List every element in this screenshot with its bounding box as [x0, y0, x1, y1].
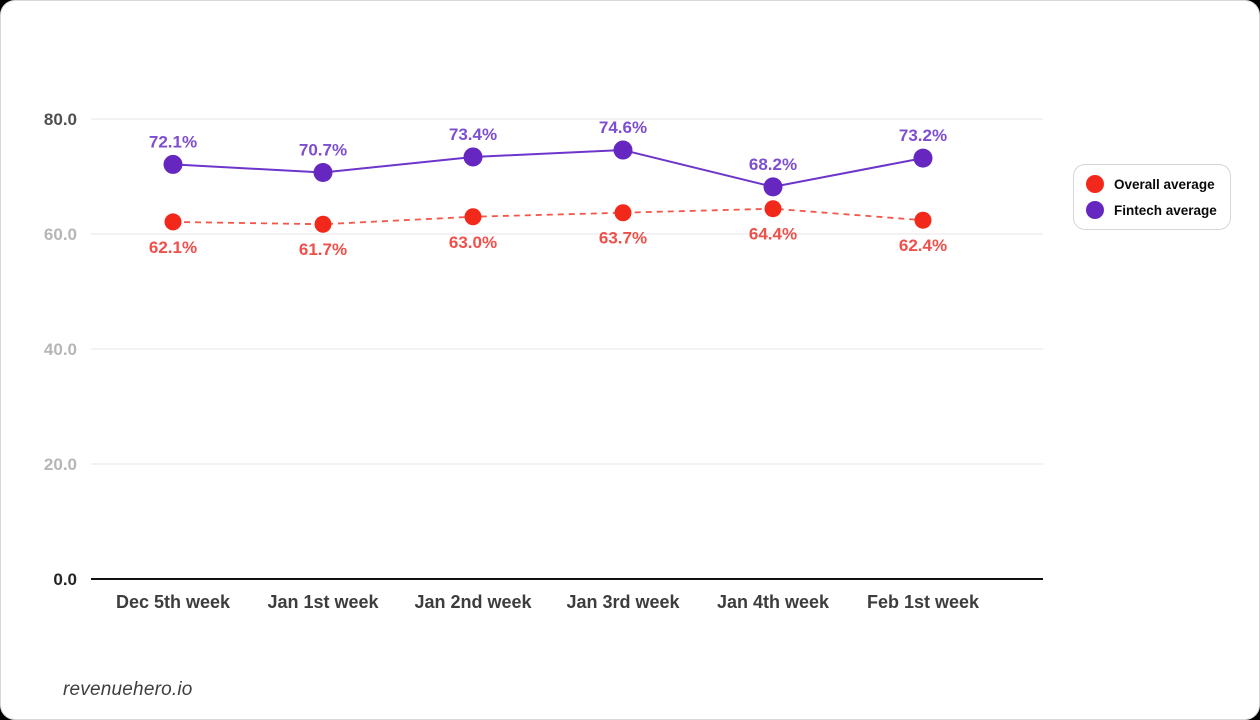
data-label-fintech-average: 68.2% [749, 155, 797, 174]
data-label-overall-average: 61.7% [299, 240, 347, 259]
data-label-fintech-average: 72.1% [149, 132, 197, 151]
data-point-overall-average [464, 208, 482, 226]
data-label-overall-average: 64.4% [749, 225, 797, 244]
data-point-fintech-average [763, 177, 783, 197]
data-label-fintech-average: 70.7% [299, 140, 347, 159]
legend-dot-overall-average-icon [1086, 175, 1104, 193]
data-label-overall-average: 62.4% [899, 236, 947, 255]
brand-watermark: revenuehero.io [63, 679, 193, 700]
data-point-overall-average [914, 211, 932, 229]
data-label-overall-average: 63.7% [599, 229, 647, 248]
data-point-overall-average [614, 204, 632, 222]
data-label-fintech-average: 73.2% [899, 126, 947, 145]
y-tick-label: 40.0 [44, 340, 77, 359]
series-line-fintech-average [172, 149, 924, 188]
data-point-fintech-average [163, 154, 183, 174]
data-point-fintech-average [613, 140, 633, 160]
data-point-fintech-average [313, 162, 333, 182]
data-label-fintech-average: 74.6% [599, 118, 647, 137]
x-category-label: Jan 1st week [267, 592, 379, 612]
data-label-fintech-average: 73.4% [449, 125, 497, 144]
y-tick-label: 0.0 [53, 570, 77, 589]
data-label-overall-average: 62.1% [149, 238, 197, 257]
legend: Overall average Fintech average [1073, 164, 1231, 230]
data-point-overall-average [164, 213, 182, 231]
legend-item-fintech-average: Fintech average [1086, 201, 1218, 219]
data-point-overall-average [764, 200, 782, 218]
data-point-fintech-average [913, 148, 933, 168]
legend-item-overall-average: Overall average [1086, 175, 1218, 193]
legend-label-overall-average: Overall average [1114, 176, 1215, 192]
data-point-overall-average [314, 215, 332, 233]
x-category-label: Feb 1st week [867, 592, 980, 612]
x-category-label: Jan 3rd week [566, 592, 680, 612]
x-category-label: Jan 4th week [717, 592, 830, 612]
y-tick-label: 20.0 [44, 455, 77, 474]
legend-label-fintech-average: Fintech average [1114, 202, 1217, 218]
x-category-label: Jan 2nd week [414, 592, 532, 612]
data-point-fintech-average [463, 147, 483, 167]
series-line-overall-average [172, 207, 924, 226]
x-category-label: Dec 5th week [116, 592, 231, 612]
legend-dot-fintech-average-icon [1086, 201, 1104, 219]
y-tick-label: 60.0 [44, 225, 77, 244]
data-label-overall-average: 63.0% [449, 233, 497, 252]
y-tick-label: 80.0 [44, 110, 77, 129]
